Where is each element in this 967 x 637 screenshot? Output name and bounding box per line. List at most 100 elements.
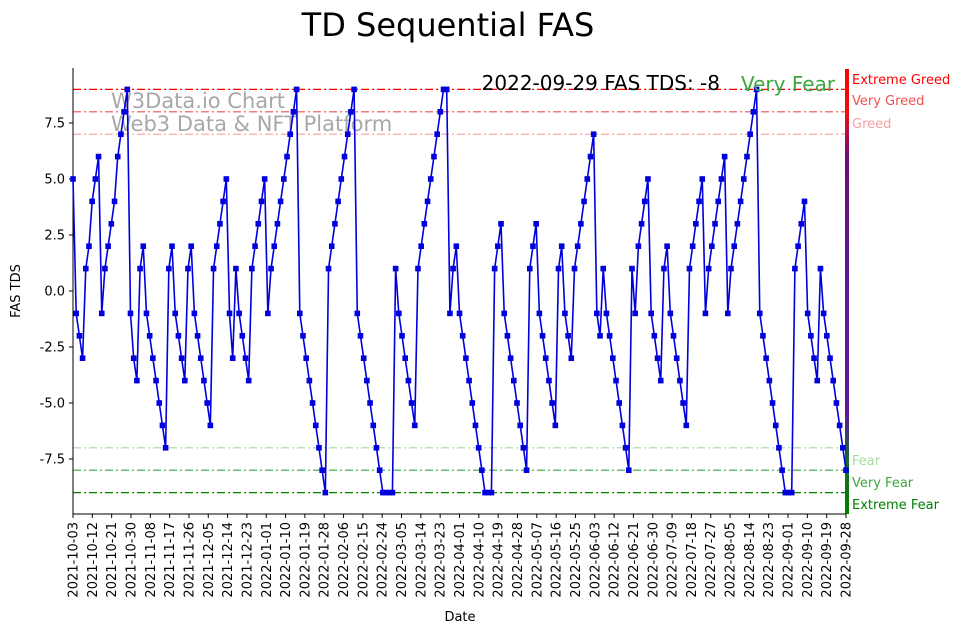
x-tick-label: 2022-08-23 [762,522,777,598]
data-point [351,86,357,93]
data-point [453,243,460,249]
data-point [265,310,271,317]
data-point [808,333,814,339]
data-point [268,265,274,272]
data-point [715,198,722,205]
x-tick-label: 2022-06-03 [588,522,603,598]
data-point [399,333,405,339]
x-tick-label: 2021-10-30 [124,522,139,598]
data-point [533,221,539,227]
data-point [293,86,300,93]
data-point [814,377,821,384]
data-point [421,221,428,227]
data-point [488,489,495,496]
data-point [233,265,239,272]
y-tick-label: -5.0 [40,397,65,412]
x-tick-label: 2021-11-17 [163,522,178,598]
y-tick-label: -2.5 [40,341,65,356]
data-point [629,265,635,272]
data-point [830,377,837,384]
x-tick-label: 2022-05-25 [569,522,584,598]
data-point [434,131,440,137]
data-point [606,333,613,339]
y-ticks: -7.5 -5.0 -2.5 0.0 2.5 5.0 7.5 [40,117,73,468]
data-point [245,377,252,384]
data-point [712,221,718,227]
y-axis-label: FAS TDS [9,264,24,318]
data-point [836,422,843,429]
data-point [380,489,386,496]
data-point [389,489,396,496]
data-point [175,333,182,339]
data-point [654,355,661,361]
data-point [396,310,402,317]
data-point [562,310,568,317]
data-point [121,109,127,115]
data-point [309,400,316,406]
level-label: Fear [852,454,881,469]
data-point [574,243,581,249]
data-point [182,377,188,384]
data-point [523,467,530,473]
x-tick-label: 2022-07-18 [685,522,700,598]
data-point [756,310,763,317]
data-point [689,243,696,249]
x-tick-label: 2022-09-01 [782,522,797,598]
data-point [118,131,124,137]
data-point [418,243,424,249]
data-point [437,109,444,115]
data-point [134,377,140,384]
data-point [731,243,737,249]
data-point [150,355,156,361]
data-point [89,198,95,205]
data-point [207,422,214,429]
data-point [779,467,785,473]
x-ticks: 2021-10-03 2021-10-12 2021-10-21 2021-10-30… [67,514,855,598]
x-tick-label: 2022-08-14 [743,522,758,598]
data-point [300,333,306,339]
data-point [271,243,278,249]
data-point [162,445,169,451]
data-point [696,198,702,205]
data-point [673,355,680,361]
x-tick-label: 2021-10-21 [105,522,120,598]
level-label: Greed [852,117,891,132]
data-point [335,198,341,205]
data-point [287,131,294,137]
data-point [766,377,773,384]
data-point [581,198,587,205]
data-point [127,310,134,317]
data-point [840,445,846,451]
data-point [213,243,220,249]
data-point [677,377,683,384]
x-tick-label: 2022-08-05 [724,522,739,598]
x-tick-label: 2022-04-28 [511,522,526,598]
data-point [750,109,757,115]
data-point [594,310,600,317]
data-point [114,153,121,160]
data-point [341,153,348,160]
y-tick-label: 2.5 [44,229,65,244]
data-point [459,333,466,339]
x-tick-label: 2022-06-30 [646,522,661,598]
data-point [785,489,792,496]
data-point [728,265,734,272]
data-point [597,333,603,339]
data-point [281,176,287,182]
data-point [153,377,159,384]
data-point [306,377,313,384]
x-tick-label: 2021-10-03 [67,522,82,598]
data-point [820,310,827,317]
data-point [648,310,654,317]
data-point [201,377,207,384]
data-point [79,355,86,361]
data-point [558,243,565,249]
level-labels: Extreme Greed Very Greed Greed Fear Very Fea… [852,73,950,513]
data-point [210,265,217,272]
data-point [424,198,431,205]
data-point [568,355,575,361]
data-point [226,310,233,317]
data-point [290,109,297,115]
data-point [769,400,776,406]
